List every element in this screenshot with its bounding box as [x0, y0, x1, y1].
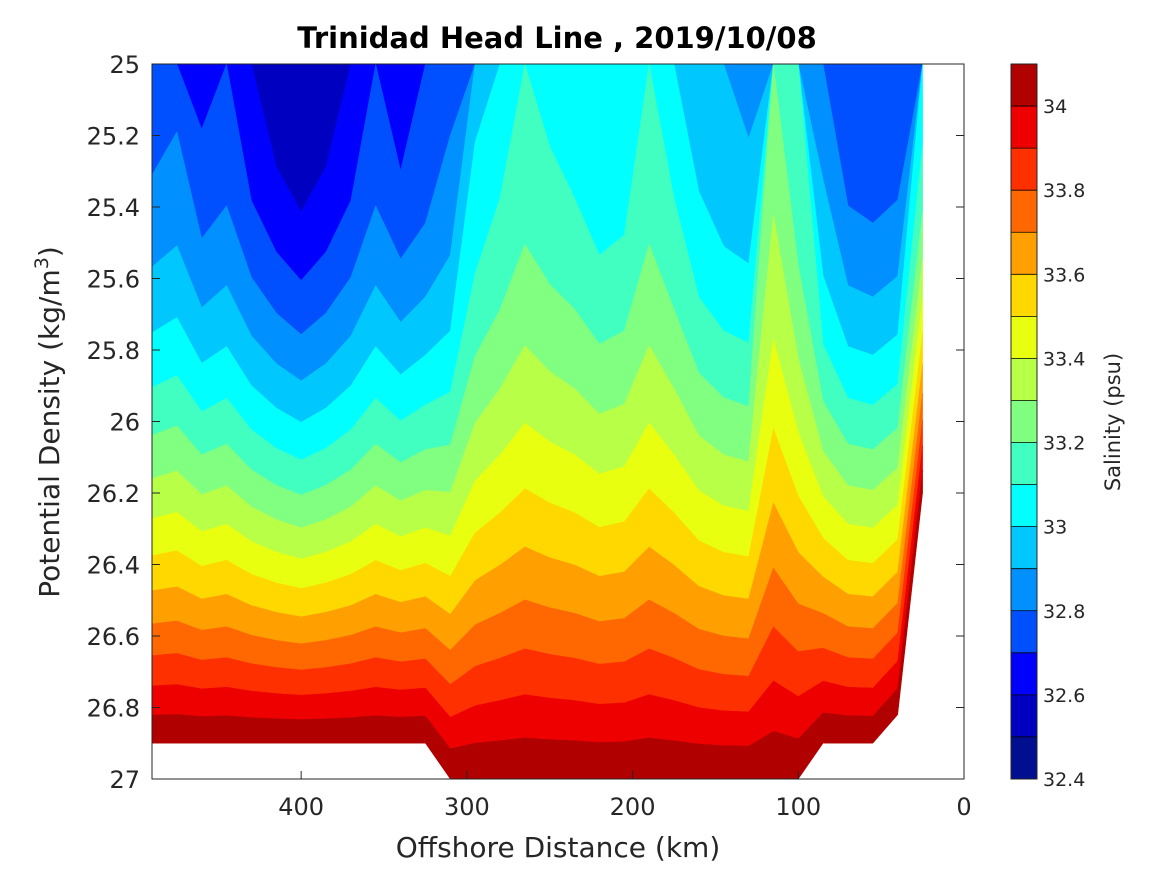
y-tick-label: 25.4 — [87, 194, 140, 222]
colorbar-tick-label: 34 — [1043, 96, 1067, 118]
colorbar-tick-label: 33.8 — [1043, 180, 1085, 202]
x-tick-label: 200 — [610, 793, 656, 821]
colorbar-tick-label: 32.6 — [1043, 685, 1085, 707]
colorbar-band — [1011, 442, 1037, 485]
y-tick-label: 26 — [109, 409, 140, 437]
y-tick-label: 25.2 — [87, 123, 140, 151]
colorbar-tick-label: 33.2 — [1043, 433, 1085, 455]
colorbar-band — [1011, 274, 1037, 317]
x-tick-label: 400 — [278, 793, 324, 821]
y-tick-label: 26.8 — [87, 695, 140, 723]
colorbar-band — [1011, 610, 1037, 653]
colorbar-tick-label: 32.4 — [1043, 769, 1085, 791]
y-tick-label: 25.6 — [87, 266, 140, 294]
chart-title: Trinidad Head Line , 2019/10/08 — [297, 21, 817, 55]
colorbar-label: Salinity (psu) — [1101, 353, 1125, 491]
colorbar-band — [1011, 400, 1037, 443]
y-tick-label: 26.2 — [87, 480, 140, 508]
y-axis-label-superscript: 3 — [31, 257, 53, 269]
x-tick-label: 0 — [956, 793, 971, 821]
x-tick-label: 100 — [775, 793, 821, 821]
x-tick-label: 300 — [444, 793, 490, 821]
x-axis: 400 300 200 100 0 — [278, 771, 972, 821]
colorbar-band — [1011, 484, 1037, 527]
y-tick-label: 25 — [109, 51, 140, 79]
colorbar-tick-label: 33.6 — [1043, 264, 1085, 286]
y-axis-label-close: ) — [33, 246, 66, 257]
contour-band — [152, 469, 923, 779]
colorbar-tick-label: 32.8 — [1043, 601, 1085, 623]
contour-fill-layer — [152, 64, 923, 779]
colorbar-band — [1011, 148, 1037, 191]
y-tick-label: 26.4 — [87, 552, 140, 580]
y-tick-label: 27 — [109, 766, 140, 794]
colorbar-band — [1011, 568, 1037, 611]
colorbar-band — [1011, 652, 1037, 695]
y-tick-label: 26.6 — [87, 623, 140, 651]
x-axis-label: Offshore Distance (km) — [396, 831, 721, 864]
plot-area — [151, 63, 965, 780]
y-axis-label-main: Potential Density (kg/m — [33, 269, 66, 598]
y-axis-label: Potential Density (kg/m3) — [31, 246, 66, 598]
colorbar-band — [1011, 358, 1037, 401]
colorbar-band — [1011, 64, 1037, 107]
y-axis: 25 25.2 25.4 25.6 25.8 26 26.2 26.4 26.6 26.8 27 — [87, 51, 964, 794]
colorbar-band — [1011, 526, 1037, 569]
colorbar-frame — [1010, 63, 1038, 780]
colorbar-tick-label: 33 — [1043, 517, 1067, 539]
colorbar-band — [1011, 232, 1037, 275]
colorbar-band — [1011, 106, 1037, 149]
contour-band — [152, 64, 923, 213]
y-tick-label: 25.8 — [87, 337, 140, 365]
colorbar-band — [1011, 190, 1037, 233]
colorbar-band — [1011, 316, 1037, 359]
colorbar-band — [1011, 694, 1037, 737]
colorbar-tick-label: 33.4 — [1043, 348, 1085, 370]
colorbar: 32.4 32.6 32.8 33 33.2 33.4 33.6 33.8 34 — [1010, 63, 1085, 791]
colorbar-band — [1011, 736, 1037, 779]
